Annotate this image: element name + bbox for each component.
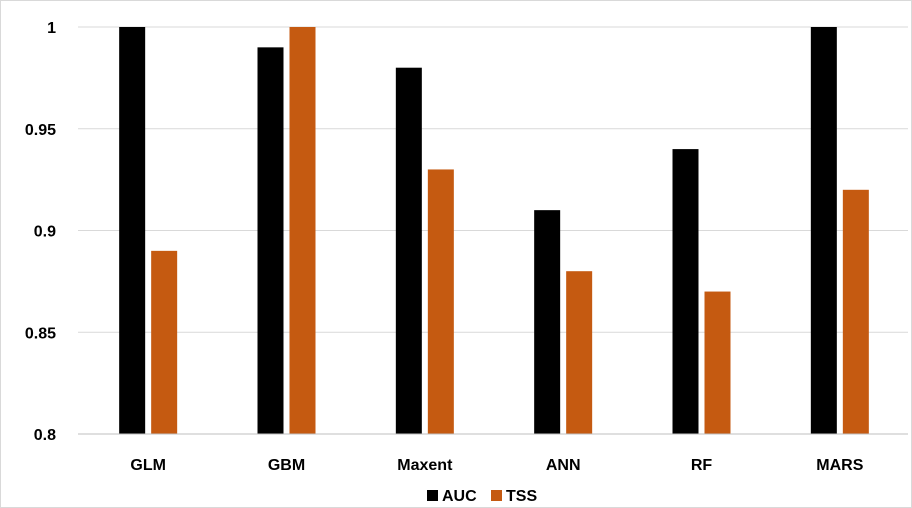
- y-tick-label: 1: [47, 20, 56, 37]
- y-tick-label: 0.95: [25, 122, 56, 139]
- x-tick-label: MARS: [816, 457, 863, 474]
- x-tick-label: Maxent: [397, 457, 453, 474]
- x-axis-ticks: GLM GBM Maxent ANN RF MARS: [130, 457, 863, 474]
- legend-swatch-auc: [427, 490, 438, 501]
- bar-auc-gbm: [257, 47, 284, 434]
- legend-label-auc: AUC: [442, 488, 477, 505]
- bar-tss-gbm: [289, 27, 316, 434]
- y-tick-label: 0.9: [34, 224, 56, 241]
- y-axis-ticks: 0.8 0.85 0.9 0.95 1: [25, 20, 56, 444]
- x-tick-label: ANN: [546, 457, 581, 474]
- x-tick-label: GLM: [130, 457, 166, 474]
- bar-tss-mars: [842, 189, 869, 434]
- x-tick-label: RF: [691, 457, 713, 474]
- bar-auc-maxent: [395, 67, 422, 434]
- legend-label-tss: TSS: [506, 488, 537, 505]
- bar-auc-ann: [534, 210, 561, 434]
- y-tick-label: 0.8: [34, 427, 56, 444]
- bar-auc-glm: [119, 27, 146, 434]
- bar-tss-glm: [151, 250, 178, 434]
- bar-auc-rf: [672, 149, 699, 434]
- bar-tss-ann: [566, 271, 593, 434]
- bar-auc-mars: [810, 27, 837, 434]
- bar-tss-rf: [704, 291, 731, 434]
- x-tick-label: GBM: [268, 457, 305, 474]
- bar-tss-maxent: [427, 169, 454, 434]
- legend: AUC TSS: [427, 488, 537, 505]
- bars: [119, 27, 869, 434]
- y-tick-label: 0.85: [25, 325, 56, 342]
- legend-swatch-tss: [491, 490, 502, 501]
